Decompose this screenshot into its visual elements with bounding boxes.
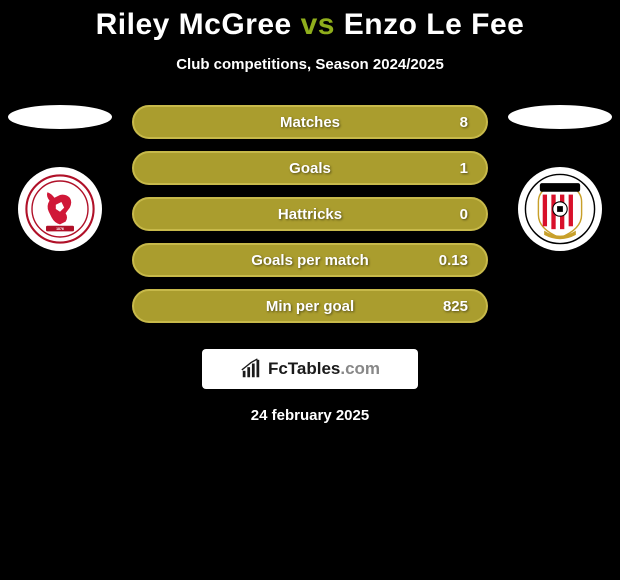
page-title: Riley McGree vs Enzo Le Fee — [0, 8, 620, 42]
sunderland-crest-icon — [524, 173, 596, 245]
subtitle: Club competitions, Season 2024/2025 — [0, 56, 620, 73]
stat-label: Min per goal — [266, 298, 354, 315]
player1-flag-placeholder — [8, 105, 112, 129]
brand-main: Tables — [288, 359, 341, 378]
middlesbrough-crest-icon: 1876 — [25, 174, 95, 244]
player1-name: Riley McGree — [96, 8, 292, 41]
stat-value: 0 — [460, 206, 468, 223]
stat-label: Matches — [280, 114, 340, 131]
stat-value: 825 — [443, 298, 468, 315]
date-line: 24 february 2025 — [0, 407, 620, 424]
stat-row-min-per-goal: Min per goal 825 — [132, 289, 488, 323]
player2-flag-placeholder — [508, 105, 612, 129]
stat-label: Hattricks — [278, 206, 342, 223]
chart-icon — [240, 358, 262, 380]
brand-logo[interactable]: FcTables.com — [202, 349, 418, 389]
stat-row-hattricks: Hattricks 0 — [132, 197, 488, 231]
brand-suffix: .com — [340, 359, 380, 378]
right-player-col — [508, 105, 612, 251]
stat-label: Goals — [289, 160, 331, 177]
brand-text: FcTables.com — [268, 359, 380, 379]
main-row: 1876 Matches 8 Goals 1 Hattricks 0 Goals… — [0, 105, 620, 323]
player2-name: Enzo Le Fee — [344, 8, 525, 41]
stat-value: 0.13 — [439, 252, 468, 269]
svg-text:1876: 1876 — [56, 227, 64, 231]
stat-label: Goals per match — [251, 252, 369, 269]
stat-row-goals-per-match: Goals per match 0.13 — [132, 243, 488, 277]
brand-prefix: Fc — [268, 359, 288, 378]
comparison-panel: Riley McGree vs Enzo Le Fee Club competi… — [0, 0, 620, 424]
player2-club-crest — [518, 167, 602, 251]
stat-row-goals: Goals 1 — [132, 151, 488, 185]
stat-value: 8 — [460, 114, 468, 131]
stats-column: Matches 8 Goals 1 Hattricks 0 Goals per … — [112, 105, 508, 323]
stat-row-matches: Matches 8 — [132, 105, 488, 139]
vs-label: vs — [301, 8, 335, 41]
left-player-col: 1876 — [8, 105, 112, 251]
stat-value: 1 — [460, 160, 468, 177]
player1-club-crest: 1876 — [18, 167, 102, 251]
